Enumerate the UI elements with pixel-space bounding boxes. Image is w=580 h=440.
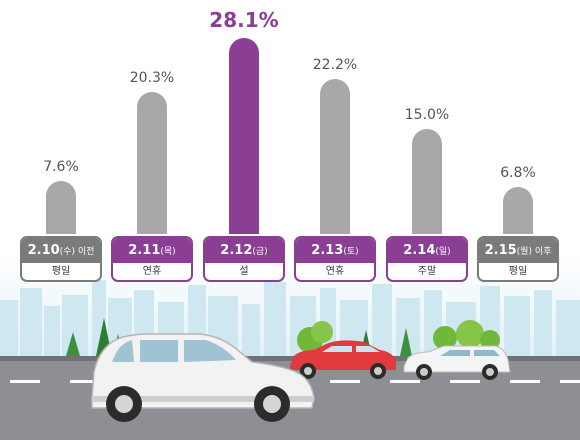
value-label-5: 6.8% <box>500 164 536 181</box>
bar-5 <box>503 186 533 234</box>
day-type-label-1: 연휴 <box>142 266 162 277</box>
category-label-2: 2.12(금) <box>205 238 283 263</box>
red-car-icon <box>290 340 396 379</box>
value-label-1: 20.3% <box>129 70 175 87</box>
category-card-4: 2.14(일) 주말 <box>386 236 468 282</box>
value-label-4: 15.0% <box>404 107 450 124</box>
white-wagon-icon <box>403 345 511 380</box>
day-type-label-2: 설 <box>239 266 249 277</box>
day-type-label-4: 주말 <box>417 266 437 277</box>
day-type-label-3: 연휴 <box>325 266 345 277</box>
bar-0 <box>46 180 76 234</box>
category-label-1: 2.11(목) <box>113 238 191 263</box>
category-card-2: 2.12(금) 설 <box>203 236 285 282</box>
value-label-0: 7.6% <box>43 158 79 175</box>
category-label-4: 2.14(일) <box>388 238 466 263</box>
bar-3 <box>320 79 350 234</box>
value-label-3: 22.2% <box>312 57 358 74</box>
bar-2 <box>229 38 259 234</box>
category-label-3: 2.13(토) <box>296 238 374 263</box>
category-label-0: 2.10(수) 이전 <box>22 238 100 263</box>
bar-1 <box>137 92 167 234</box>
day-type-label-0: 평일 <box>51 266 71 277</box>
value-label-2: 28.1% <box>209 8 279 32</box>
category-card-3: 2.13(토) 연휴 <box>294 236 376 282</box>
day-type-label-5: 평일 <box>508 266 528 277</box>
white-car-icon <box>91 333 315 422</box>
category-label-5: 2.15(월) 이후 <box>479 238 557 263</box>
bar-4 <box>412 129 442 234</box>
category-card-1: 2.11(목) 연휴 <box>111 236 193 282</box>
